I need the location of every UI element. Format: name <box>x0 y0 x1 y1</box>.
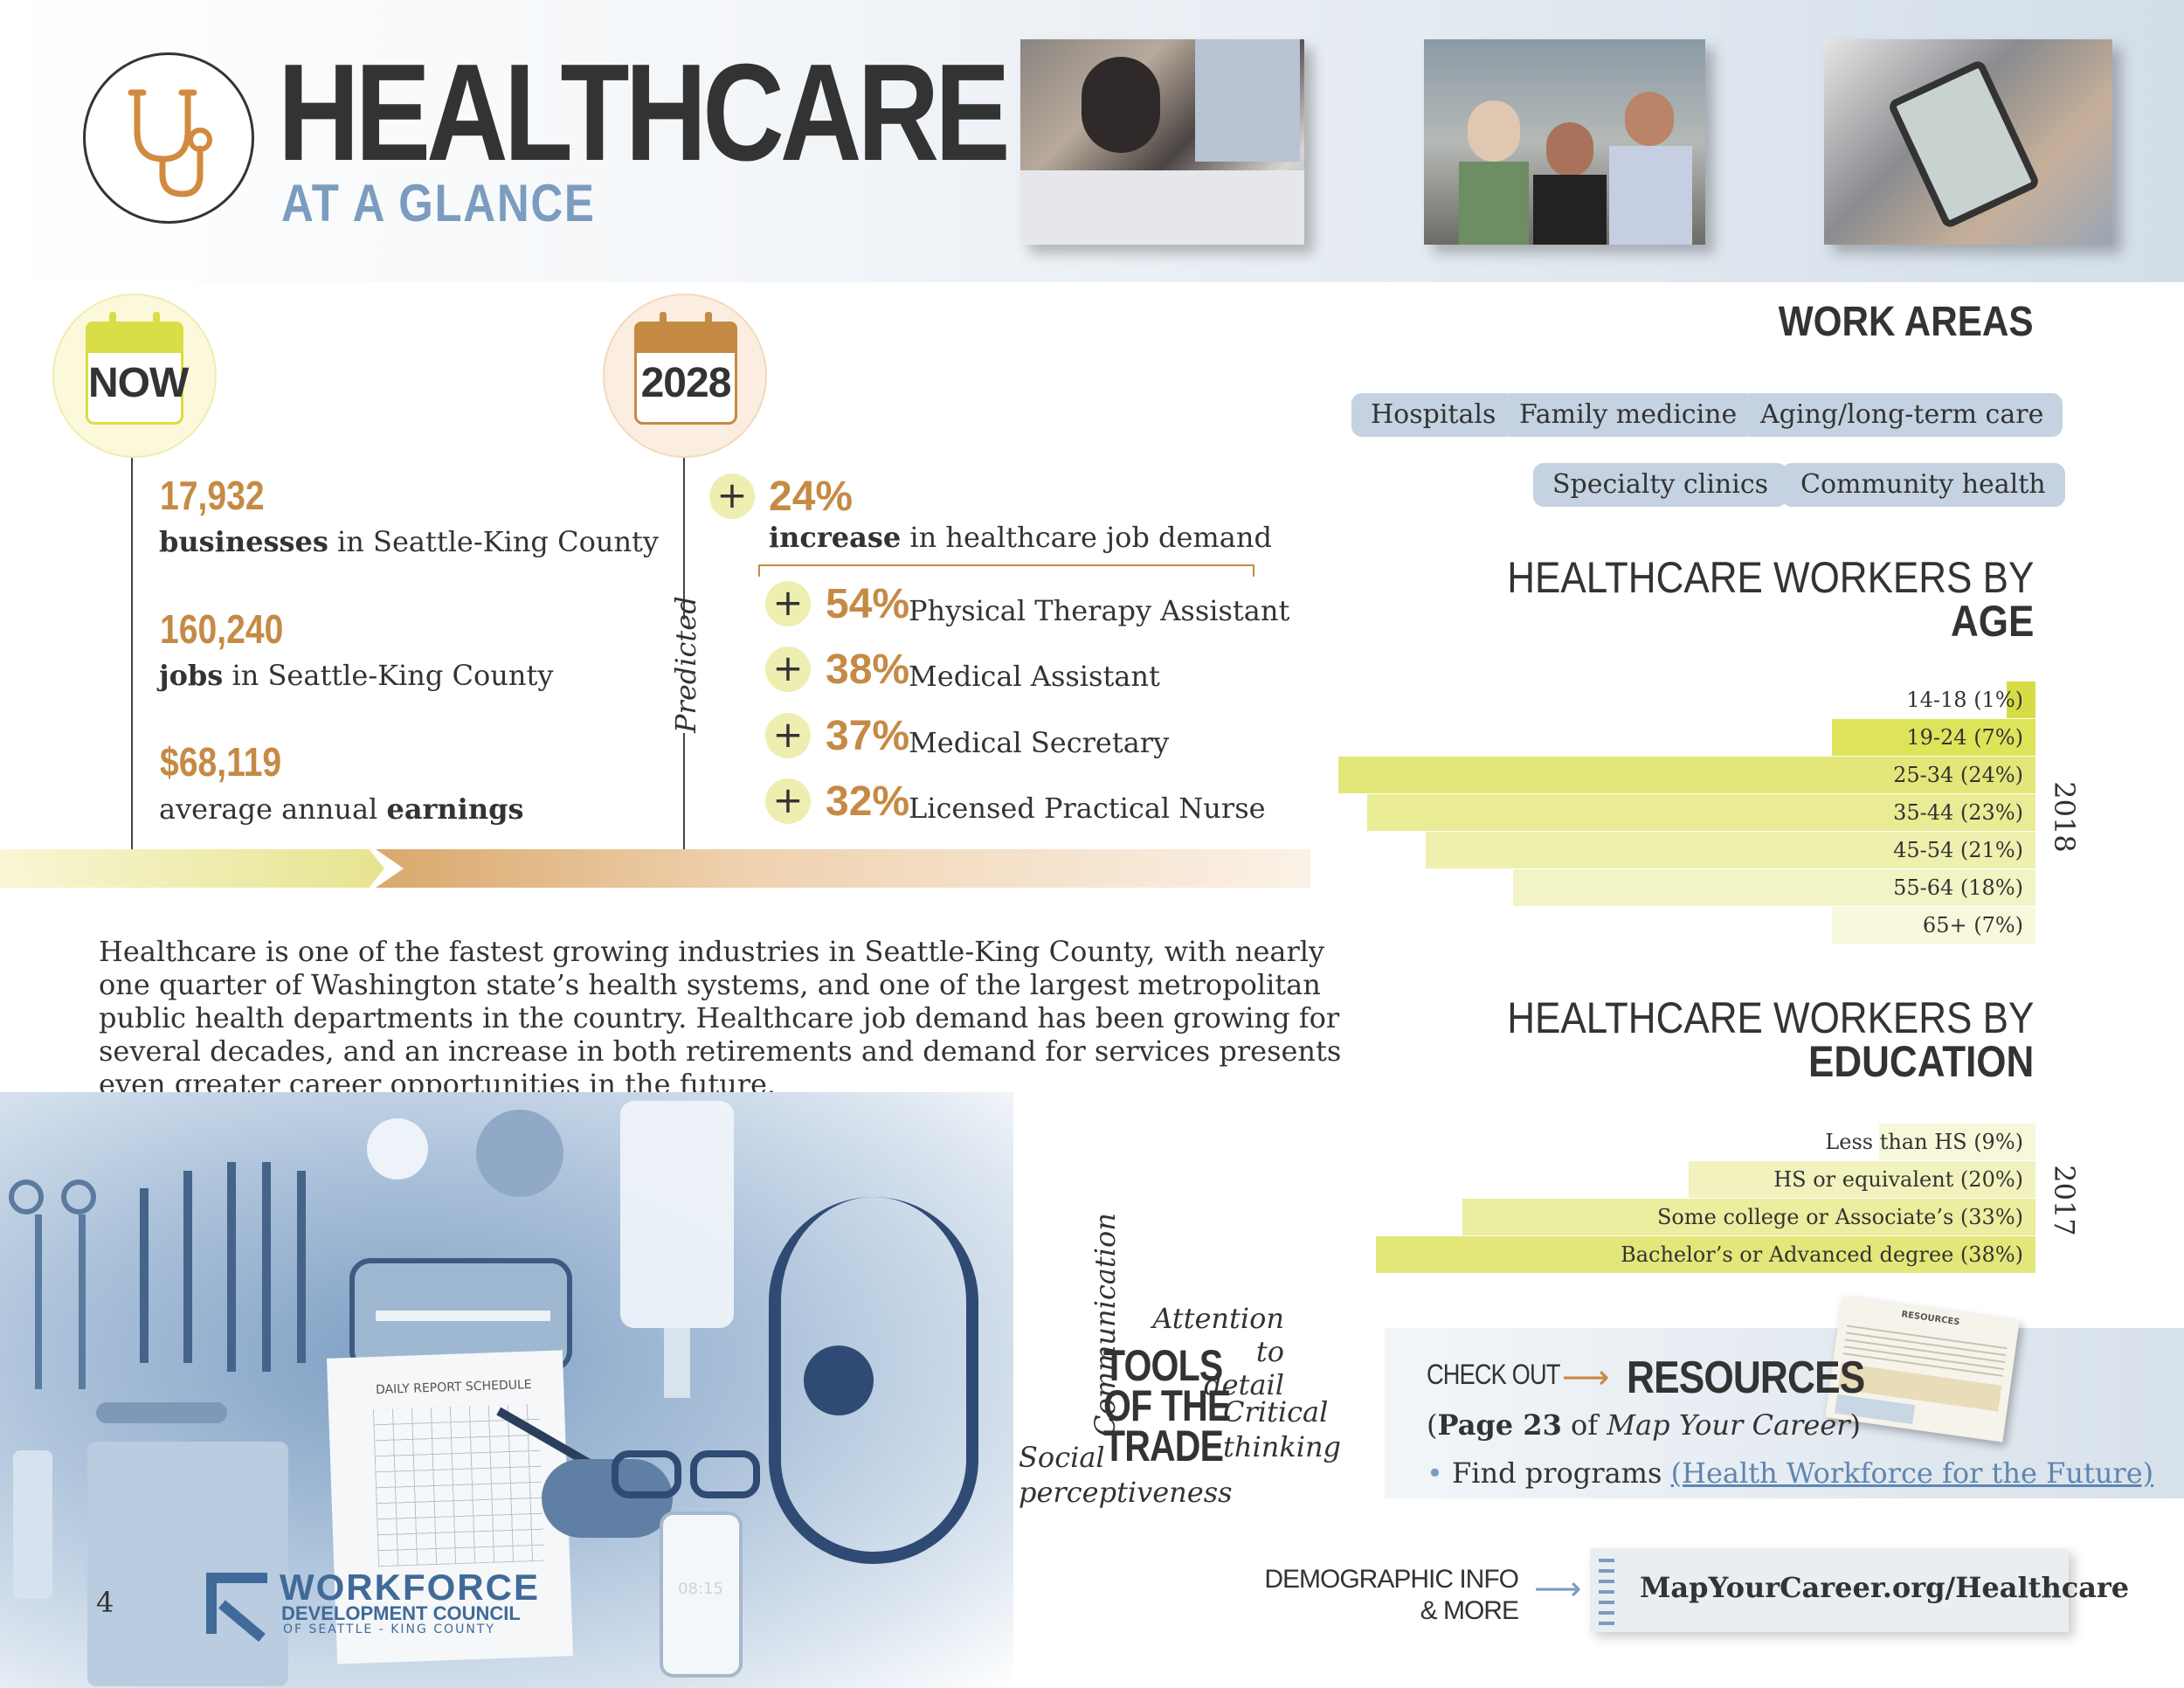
map-your-career-url[interactable]: MapYourCareer.org/Healthcare <box>1640 1571 2130 1604</box>
plus-icon: + <box>765 581 811 626</box>
job-label: Medical Assistant <box>909 660 1160 693</box>
tools-title: TOOLS OF THE TRADE <box>1103 1341 1231 1470</box>
map-your-career-link-card[interactable]: MapYourCareer.org/Healthcare <box>1590 1548 2129 1632</box>
page-number: 4 <box>96 1586 114 1619</box>
org-name: WORKFORCE <box>280 1567 540 1608</box>
job-label: Licensed Practical Nurse <box>909 792 1266 825</box>
job-label: Medical Secretary <box>909 726 1170 759</box>
earnings-label: average annual earnings <box>159 792 524 826</box>
arrow-right-icon: ⟶ <box>1562 1358 1610 1396</box>
work-area-pill: Specialty clinics <box>1533 463 1788 507</box>
industry-description: Healthcare is one of the fastest growing… <box>99 935 1342 1101</box>
medical-tools-photo: DAILY REPORT SCHEDULE 08:15 <box>0 1092 1013 1688</box>
plus-icon: + <box>765 713 811 758</box>
work-area-pill: Hospitals <box>1351 393 1516 437</box>
chart-bar <box>1832 719 2035 756</box>
org-name-line3: OF SEATTLE - KING COUNTY <box>283 1622 495 1636</box>
resources-band <box>1385 1328 2184 1498</box>
chart-bar <box>1879 1124 2035 1160</box>
chart-bar-label: 65+ (7%) <box>1922 913 2023 937</box>
age-chart-title: HEALTHCARE WORKERS BY AGE <box>1506 553 2034 646</box>
chart-bar <box>1688 1161 2035 1198</box>
org-name-line2: DEVELOPMENT COUNCIL <box>281 1602 521 1624</box>
stethoscope-icon <box>128 89 212 197</box>
chart-bar <box>1512 869 2035 906</box>
workforce-logo-icon <box>206 1573 267 1643</box>
resources-bullet: • Find programs (Health Workforce for th… <box>1427 1456 2154 1490</box>
photo-cpr-training <box>1020 39 1304 245</box>
photo-tablet-hands <box>1824 39 2112 245</box>
page-subtitle: AT A GLANCE <box>281 174 596 232</box>
chart-bar-label: 55-64 (18%) <box>1893 875 2023 900</box>
chart-bar-label: 35-44 (23%) <box>1893 800 2023 825</box>
chart-bar-label: 45-54 (21%) <box>1893 838 2023 862</box>
education-bar-chart: Less than HS (9%) HS or equivalent (20%) S… <box>1337 1124 2035 1281</box>
now-timeline-line <box>131 458 133 863</box>
health-workforce-link[interactable]: (Health Workforce for the Future) <box>1670 1456 2154 1490</box>
headline-percent: 24% <box>769 474 854 520</box>
jobs-value: 160,240 <box>160 606 284 652</box>
now-calendar-icon: NOW <box>86 312 189 425</box>
jobs-label: jobs in Seattle-King County <box>159 659 554 692</box>
education-chart-year: 2017 <box>2048 1165 2081 1236</box>
resources-page-ref: (Page 23 of Map Your Career) <box>1427 1408 1861 1442</box>
headline-bracket <box>758 564 1254 577</box>
businesses-value: 17,932 <box>160 473 265 518</box>
headline-label: increase in healthcare job demand <box>769 521 1272 554</box>
chart-bar-label: HS or equivalent (20%) <box>1773 1167 2023 1192</box>
job-percent: 38% <box>826 647 910 693</box>
now-label: NOW <box>88 360 189 406</box>
work-area-pill: Aging/long-term care <box>1741 393 2063 437</box>
chart-bar <box>1367 794 2035 831</box>
skill-social-perceptiveness: Social perceptiveness <box>1019 1441 1233 1509</box>
work-area-pill: Family medicine <box>1500 393 1757 437</box>
resources-title: RESOURCES <box>1627 1352 1865 1403</box>
work-area-pill: Community health <box>1781 463 2065 507</box>
earnings-value: $68,119 <box>160 739 282 785</box>
logo-badge <box>83 52 254 224</box>
chart-bar-label: 25-34 (24%) <box>1893 763 2023 787</box>
chart-bar <box>2006 681 2035 718</box>
future-label: 2028 <box>640 360 732 406</box>
chart-bar <box>1338 757 2035 793</box>
chart-bar <box>1832 907 2035 944</box>
plus-icon: + <box>709 474 755 519</box>
plus-icon: + <box>765 647 811 692</box>
skill-attention: Attention to detail <box>1152 1302 1284 1401</box>
resources-thumbnail-title: RESOURCES <box>1900 1310 1961 1328</box>
plus-icon: + <box>765 778 811 824</box>
phone-time: 08:15 <box>678 1580 723 1598</box>
chart-bar-label: 19-24 (7%) <box>1906 725 2023 750</box>
businesses-label: businesses in Seattle-King County <box>159 525 659 558</box>
skill-critical-thinking: Critical thinking <box>1223 1395 1342 1463</box>
demographic-label: DEMOGRAPHIC INFO & MORE <box>1264 1565 1519 1625</box>
arrow-right-icon: ⟶ <box>1534 1569 1582 1608</box>
timeline-ribbon-future <box>376 849 1310 888</box>
page-title: HEALTHCARE <box>278 36 1011 190</box>
chart-bar <box>1462 1199 2035 1235</box>
age-chart-year: 2018 <box>2048 781 2081 853</box>
notebook-spiral-icon <box>1599 1555 1614 1625</box>
photo-healthcare-staff <box>1424 39 1705 245</box>
chart-bar-label: 14-18 (1%) <box>1906 688 2023 712</box>
job-percent: 54% <box>826 581 910 627</box>
check-out-label: CHECK OUT <box>1427 1359 1560 1390</box>
job-percent: 37% <box>826 713 910 759</box>
education-chart-title: HEALTHCARE WORKERS BY EDUCATION <box>1506 993 2034 1086</box>
chart-bar <box>1425 832 2035 868</box>
age-bar-chart: 14-18 (1%) 19-24 (7%) 25-34 (24%) 35-44 (23… <box>1337 681 2035 952</box>
predicted-label: Predicted <box>669 596 702 733</box>
chart-bar-label: Less than HS (9%) <box>1825 1130 2023 1154</box>
chart-bar <box>1376 1236 2035 1273</box>
future-calendar-icon: 2028 <box>634 312 737 425</box>
timeline-ribbon-now <box>0 849 384 888</box>
work-areas-title: WORK AREAS <box>1779 299 2034 345</box>
skill-communication: Communication <box>1089 1213 1122 1436</box>
job-percent: 32% <box>826 778 910 825</box>
chart-bar-label: Bachelor’s or Advanced degree (38%) <box>1621 1242 2023 1267</box>
chart-bar-label: Some college or Associate’s (33%) <box>1656 1205 2023 1229</box>
job-label: Physical Therapy Assistant <box>909 594 1290 627</box>
